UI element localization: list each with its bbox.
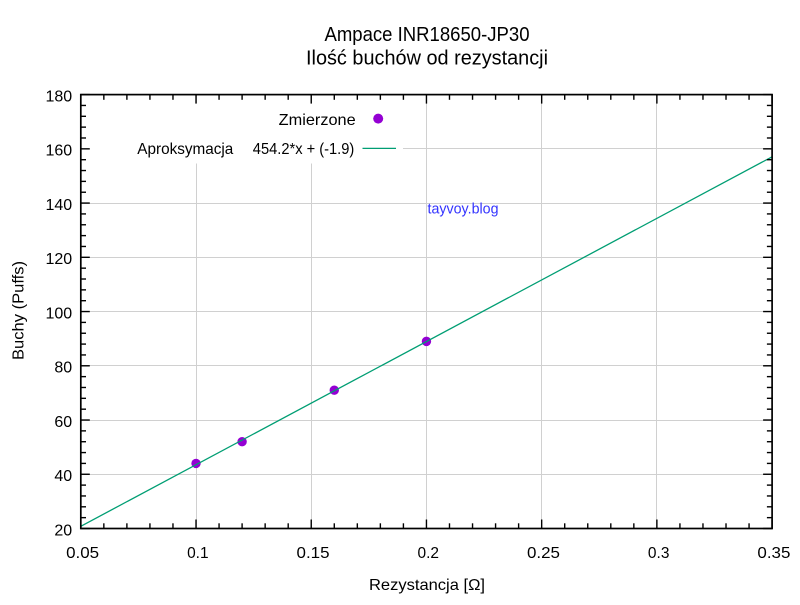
svg-text:0.35: 0.35 [757,545,790,562]
svg-text:0.1: 0.1 [187,545,209,562]
svg-text:80: 80 [54,360,72,377]
svg-text:Buchy (Puffs): Buchy (Puffs) [11,261,28,360]
svg-text:Zmierzone: Zmierzone [279,112,356,129]
svg-text:Aproksymacja: Aproksymacja [137,141,233,158]
svg-text:0.2: 0.2 [418,545,440,562]
svg-text:0.25: 0.25 [527,545,560,562]
svg-text:0.3: 0.3 [648,545,670,562]
svg-text:120: 120 [45,251,72,268]
svg-text:160: 160 [45,143,72,160]
svg-text:60: 60 [54,414,72,431]
svg-text:140: 140 [45,197,72,214]
svg-text:0.15: 0.15 [297,545,330,562]
svg-text:180: 180 [45,89,72,106]
svg-text:20: 20 [54,522,72,539]
svg-text:tayvoy.blog: tayvoy.blog [428,201,499,218]
svg-text:100: 100 [45,305,72,322]
svg-text:0.05: 0.05 [66,545,99,562]
svg-text:Rezystancja [Ω]: Rezystancja [Ω] [369,577,485,594]
svg-text:40: 40 [54,468,72,485]
svg-text:454.2*x + (-1.9): 454.2*x + (-1.9) [253,141,355,158]
svg-text:Ilość buchów od rezystancji: Ilość buchów od rezystancji [306,48,548,70]
svg-text:Ampace INR18650-JP30: Ampace INR18650-JP30 [325,24,530,46]
